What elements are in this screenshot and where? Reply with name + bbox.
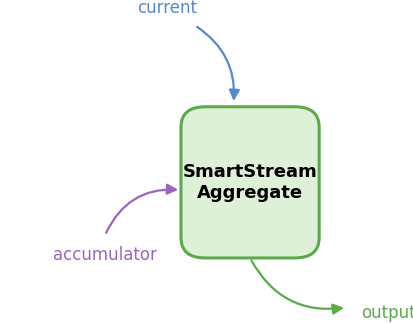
Text: output: output	[360, 304, 413, 322]
Text: current: current	[137, 0, 197, 17]
Text: accumulator: accumulator	[53, 246, 157, 264]
FancyBboxPatch shape	[180, 107, 318, 258]
Text: SmartStream
Aggregate: SmartStream Aggregate	[182, 163, 317, 202]
